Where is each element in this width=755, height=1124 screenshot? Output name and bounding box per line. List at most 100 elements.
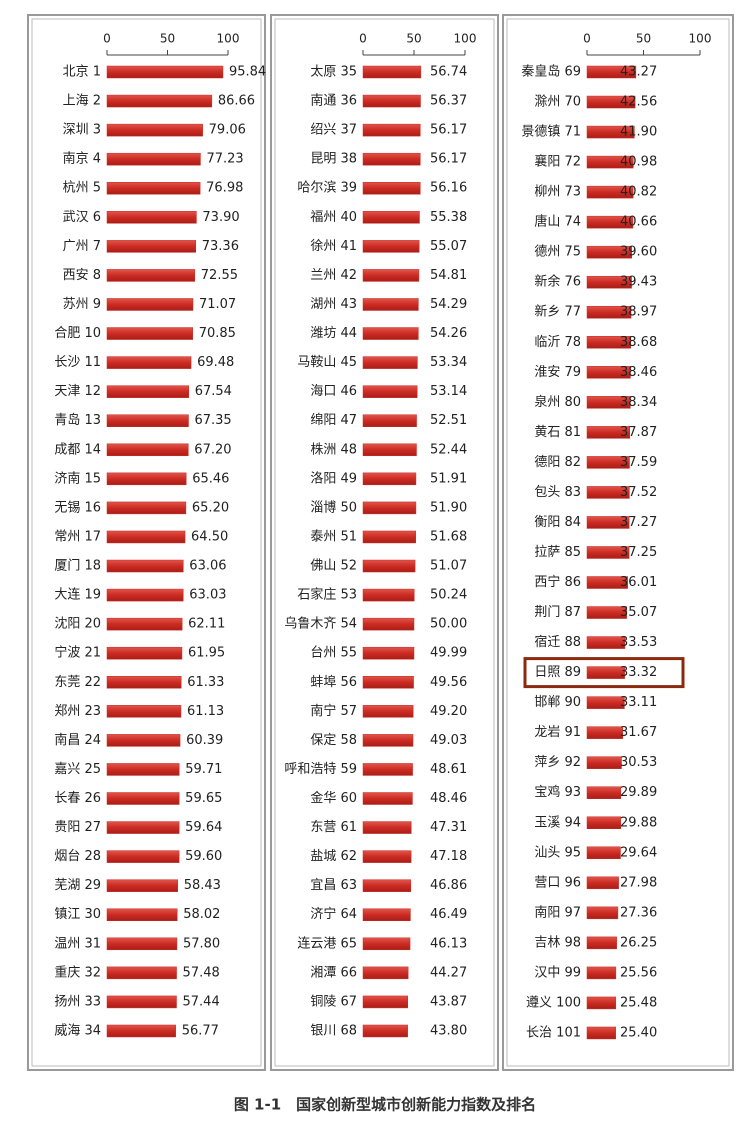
category-label: 唐山 74 [534,214,581,230]
category-label: 新乡 77 [534,304,581,320]
value-label: 39.60 [620,245,657,260]
bar [586,486,630,499]
category-label: 芜湖 29 [54,878,101,893]
bar [106,676,182,689]
category-label: 日照 89 [534,665,581,680]
category-label: 广州 7 [63,239,101,254]
value-label: 57.44 [183,994,220,1009]
bar [586,245,632,259]
value-label: 29.88 [620,815,657,830]
bar [586,966,617,980]
bar [362,385,418,398]
bar [106,937,178,951]
category-label: 铜陵 67 [310,994,357,1009]
category-label: 马鞍山 45 [297,354,357,370]
bar [362,908,411,921]
bar [106,879,178,892]
value-label: 43.27 [620,65,657,80]
value-label: 47.31 [430,820,467,835]
value-label: 25.40 [620,1025,657,1040]
category-label: 淮安 79 [534,365,581,380]
category-label: 临沂 78 [534,335,581,350]
value-label: 42.56 [620,95,657,110]
bar [362,559,416,573]
value-label: 40.66 [620,215,657,230]
category-label: 宝鸡 93 [534,784,581,800]
category-label: 昆明 38 [310,152,357,167]
value-label: 49.99 [430,646,467,661]
bar [106,1024,176,1038]
category-label: 盐城 62 [310,849,357,864]
bar [586,816,622,829]
value-label: 56.74 [430,65,467,80]
category-label: 萍乡 92 [534,755,581,770]
category-label: 兰州 42 [310,268,357,283]
value-label: 49.56 [430,675,467,690]
bar [106,908,178,921]
value-label: 50.24 [430,588,467,603]
category-label: 湖州 43 [310,297,357,312]
category-label: 徐州 41 [310,239,357,254]
x-tick-label: 0 [583,32,591,46]
bar [106,850,180,863]
value-label: 95.84 [229,65,266,80]
value-label: 37.52 [620,485,657,500]
value-label: 50.00 [430,617,467,632]
bar [362,646,415,660]
bar [106,94,213,108]
category-label: 南宁 57 [310,703,357,719]
bar [362,501,417,515]
category-label: 南京 4 [63,151,101,167]
bar [586,336,631,349]
category-label: 银川 68 [310,1023,357,1038]
bar [586,215,634,229]
category-label: 大连 19 [54,587,101,603]
value-label: 53.34 [430,355,467,370]
bar [586,426,631,439]
value-label: 61.13 [187,704,224,719]
bar [362,269,420,282]
category-label: 德阳 82 [534,455,581,470]
category-label: 襄阳 72 [534,154,581,170]
category-label: 深圳 3 [63,123,101,138]
value-label: 40.82 [620,185,657,200]
value-label: 70.85 [199,326,236,341]
category-label: 龙岩 91 [534,725,581,740]
bar [106,530,186,544]
value-label: 37.27 [620,515,657,530]
bar [362,240,420,253]
bar [362,94,421,108]
category-label: 成都 14 [54,442,101,457]
bar [586,756,622,769]
category-label: 柳州 73 [534,185,581,200]
value-label: 33.32 [620,665,657,680]
value-label: 41.90 [620,125,657,140]
x-tick-label: 100 [689,32,712,46]
category-label: 镇江 30 [54,907,101,922]
category-label: 苏州 9 [63,296,101,312]
bar [586,696,625,709]
value-label: 51.91 [430,471,467,486]
bar [586,576,628,589]
bar [362,65,422,79]
value-label: 71.07 [199,297,236,312]
x-tick-label: 0 [359,32,367,46]
value-label: 56.17 [430,152,467,167]
category-label: 温州 31 [54,936,101,951]
category-label: 贵阳 27 [54,820,101,835]
category-label: 威海 34 [54,1023,101,1038]
category-label: 金华 60 [310,790,357,806]
bar [362,850,412,863]
bar [106,792,180,805]
value-label: 63.03 [189,588,226,603]
panel-inner-frame [31,18,262,1067]
value-label: 30.53 [620,755,657,770]
bar [586,606,627,619]
category-label: 滁州 70 [534,94,581,110]
category-label: 连云港 65 [297,935,357,951]
bar [586,95,636,109]
bar [586,456,630,469]
bar [586,155,634,169]
value-label: 48.46 [430,791,467,806]
value-label: 37.25 [620,545,657,560]
